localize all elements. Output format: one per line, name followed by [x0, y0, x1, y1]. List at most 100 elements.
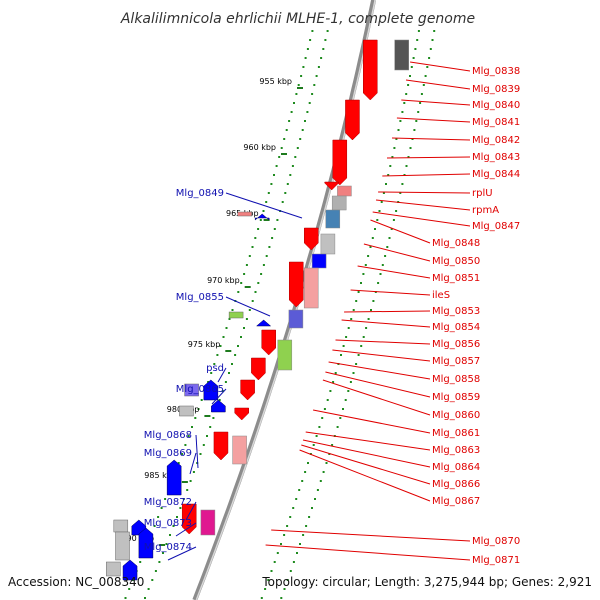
ring-dot — [429, 48, 432, 50]
ring-dot — [234, 354, 237, 356]
ring-dot — [433, 30, 436, 32]
gene-label-mlg-0867: Mlg_0867 — [432, 496, 480, 507]
ring-dot — [311, 30, 314, 32]
gene-label-mlg-0855: Mlg_0855 — [176, 292, 224, 303]
ring-dot — [307, 462, 309, 464]
ring-dot — [202, 444, 205, 446]
ring-dot — [326, 399, 329, 401]
ring-dot — [184, 444, 187, 446]
ring-dot — [264, 588, 267, 590]
ring-dot — [254, 237, 257, 239]
ring-dot — [158, 561, 161, 563]
ring-dot — [305, 525, 308, 527]
ring-dot — [422, 84, 425, 86]
ring-dot — [320, 57, 323, 59]
gene-arrow — [332, 139, 348, 186]
ring-dot — [355, 363, 358, 365]
ring-dot — [352, 309, 355, 311]
ring-dot — [355, 300, 358, 302]
ring-dot — [254, 291, 257, 293]
gc-ring-layer — [124, 30, 436, 599]
ring-dot — [176, 516, 178, 518]
ring-dot — [365, 327, 368, 329]
gene-label-mlg-0871: Mlg_0871 — [472, 555, 520, 566]
ring-dot — [292, 507, 295, 509]
ring-dot — [362, 273, 365, 275]
ring-dot — [243, 273, 246, 275]
minus-gene-box — [179, 405, 194, 417]
ring-dot — [342, 345, 345, 347]
ring-dot — [340, 354, 342, 356]
gene-arrow — [261, 329, 276, 356]
gene-box — [320, 233, 336, 255]
ring-dot — [304, 471, 307, 473]
ring-dot — [265, 201, 268, 203]
ring-dot — [289, 174, 292, 176]
ring-dot — [370, 309, 372, 311]
minus-gene-arrow — [211, 399, 226, 413]
tick-label: 955 kbp — [259, 77, 292, 86]
gene-label-iles: ileS — [432, 290, 450, 301]
minus-gene-box — [115, 531, 130, 561]
minus-gene-box — [106, 561, 121, 577]
gene-arrow — [324, 181, 339, 191]
ring-dot — [376, 219, 379, 221]
leader-line — [313, 409, 431, 434]
tick-label: 990 kbp — [121, 534, 154, 543]
gene-label-mlg-0851: Mlg_0851 — [432, 273, 480, 284]
ring-dot — [288, 120, 291, 122]
ring-dot — [399, 192, 402, 194]
gene-arrow — [234, 407, 249, 421]
leader-line — [401, 99, 471, 106]
ring-dot — [296, 552, 298, 554]
minus-gene-arrow — [138, 527, 154, 559]
ring-dot — [295, 93, 298, 95]
leader-line — [386, 156, 471, 159]
ring-dot — [199, 453, 202, 455]
gene-label-mlg-0854: Mlg_0854 — [432, 322, 480, 333]
ring-dot — [290, 111, 293, 113]
ring-dot — [228, 372, 230, 374]
ring-dot — [334, 372, 337, 374]
ring-dot — [311, 93, 314, 95]
ring-dot — [316, 489, 319, 491]
ring-dot — [293, 102, 295, 104]
ring-dot — [270, 570, 273, 572]
leader-line — [363, 243, 431, 262]
ring-dot — [192, 471, 195, 473]
gene-box — [232, 435, 247, 465]
ring-dot — [262, 210, 265, 212]
ring-dot — [182, 498, 185, 500]
tick-label: 970 kbp — [207, 276, 240, 285]
ring-dot — [415, 120, 418, 122]
ring-dot — [347, 327, 350, 329]
gene-box — [277, 339, 293, 371]
ring-dot — [352, 372, 355, 374]
tick-label: 985 kbp — [144, 471, 177, 480]
ring-dot — [297, 84, 300, 86]
gene-box — [288, 309, 304, 329]
ring-dot — [294, 156, 297, 158]
ring-dot — [315, 75, 318, 77]
leader-line — [211, 388, 227, 405]
ring-dot — [224, 381, 227, 383]
ring-dot — [347, 390, 350, 392]
leader-line — [325, 371, 431, 398]
leader-line — [302, 439, 431, 468]
ring-dot — [259, 219, 262, 221]
ring-dot — [251, 300, 254, 302]
ring-dot — [345, 336, 348, 338]
ring-dot — [299, 543, 301, 545]
leader-line — [225, 296, 271, 317]
gene-arrow — [304, 227, 319, 251]
ring-dot — [392, 219, 395, 221]
gene-label-mlg-0859: Mlg_0859 — [432, 392, 480, 403]
ring-dot — [292, 561, 295, 563]
ring-dot — [218, 399, 221, 401]
ring-dot — [169, 534, 171, 536]
ring-dot — [164, 498, 167, 500]
ring-dot — [378, 210, 381, 212]
gene-label-mlg-0843: Mlg_0843 — [472, 152, 520, 163]
ring-dot — [393, 147, 396, 149]
ring-dot — [426, 66, 429, 68]
